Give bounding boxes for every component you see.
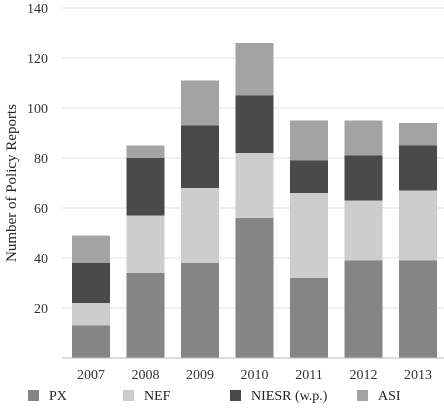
bar-segment bbox=[290, 193, 328, 278]
legend-label: ASI bbox=[378, 389, 401, 404]
bar-segment bbox=[344, 200, 383, 261]
bar-segment bbox=[399, 260, 437, 358]
bar-segment bbox=[344, 155, 383, 201]
y-tick-label: 100 bbox=[27, 102, 48, 117]
bar-segment bbox=[235, 153, 274, 218]
bar-segment bbox=[181, 80, 219, 126]
y-tick-label: 20 bbox=[34, 302, 48, 317]
bar-segment bbox=[72, 263, 110, 303]
y-tick-label: 80 bbox=[34, 152, 48, 167]
legend-label: PX bbox=[49, 389, 67, 404]
legend-swatch bbox=[230, 390, 241, 401]
bar-segment bbox=[290, 160, 328, 193]
y-axis-title: Number of Policy Reports bbox=[4, 104, 20, 262]
bar-segment bbox=[181, 188, 219, 263]
bar-segment bbox=[72, 303, 110, 326]
x-tick-label: 2010 bbox=[241, 368, 269, 383]
y-tick-label: 140 bbox=[27, 2, 48, 17]
legend-swatch bbox=[357, 390, 368, 401]
bar-segment bbox=[290, 278, 328, 358]
bar-segment bbox=[235, 218, 274, 358]
x-tick-label: 2012 bbox=[350, 368, 378, 383]
legend-label: NEF bbox=[144, 389, 171, 404]
legend-swatch bbox=[28, 390, 39, 401]
y-tick-label: 40 bbox=[34, 252, 48, 267]
y-tick-label: 60 bbox=[34, 202, 48, 217]
bar-segment bbox=[126, 273, 165, 358]
x-tick-label: 2007 bbox=[77, 368, 105, 383]
bar-segment bbox=[126, 158, 165, 216]
legend-label: NIESR (w.p.) bbox=[251, 389, 328, 404]
legend: PX NEF NIESR (w.p.) ASI bbox=[28, 389, 401, 404]
legend-swatch bbox=[123, 390, 134, 401]
x-tick-label: 2013 bbox=[404, 368, 432, 383]
bar-segment bbox=[181, 125, 219, 188]
legend-item: PX bbox=[28, 389, 67, 404]
legend-item: ASI bbox=[357, 389, 401, 404]
bar-segment bbox=[72, 325, 110, 358]
x-axis: 2007 2008 2009 2010 2011 2012 2013 bbox=[62, 357, 444, 383]
y-axis: 20 40 60 80 100 120 140 bbox=[27, 2, 48, 317]
bar-segment bbox=[290, 120, 328, 161]
x-tick-label: 2009 bbox=[186, 368, 214, 383]
legend-item: NIESR (w.p.) bbox=[230, 389, 328, 404]
bar-segment bbox=[399, 123, 437, 146]
x-tick-label: 2011 bbox=[295, 368, 322, 383]
bar-segment bbox=[344, 260, 383, 358]
x-tick-label: 2008 bbox=[132, 368, 160, 383]
bar-segment bbox=[72, 235, 110, 263]
bar-segment bbox=[126, 145, 165, 158]
bar-segment bbox=[235, 43, 274, 96]
legend-item: NEF bbox=[123, 389, 171, 404]
bars bbox=[72, 43, 437, 358]
bar-segment bbox=[181, 263, 219, 358]
y-tick-label: 120 bbox=[27, 52, 48, 67]
bar-segment bbox=[399, 145, 437, 191]
bar-segment bbox=[344, 120, 383, 156]
bar-segment bbox=[126, 215, 165, 273]
bar-segment bbox=[235, 95, 274, 153]
bar-segment bbox=[399, 190, 437, 261]
